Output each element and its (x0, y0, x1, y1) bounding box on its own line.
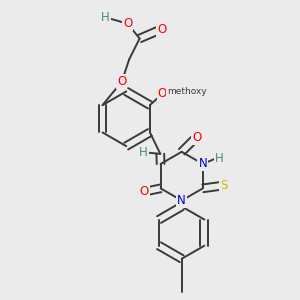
Text: H: H (139, 146, 148, 159)
Text: H: H (101, 11, 110, 24)
Text: O: O (157, 23, 167, 36)
Text: O: O (192, 131, 201, 144)
Text: methoxy: methoxy (167, 87, 207, 96)
Text: O: O (117, 75, 126, 88)
Text: O: O (158, 87, 167, 100)
Text: N: N (198, 158, 207, 170)
Text: O: O (139, 185, 148, 198)
Text: N: N (177, 194, 186, 207)
Text: S: S (220, 179, 227, 193)
Text: H: H (214, 152, 223, 165)
Text: O: O (123, 17, 132, 30)
